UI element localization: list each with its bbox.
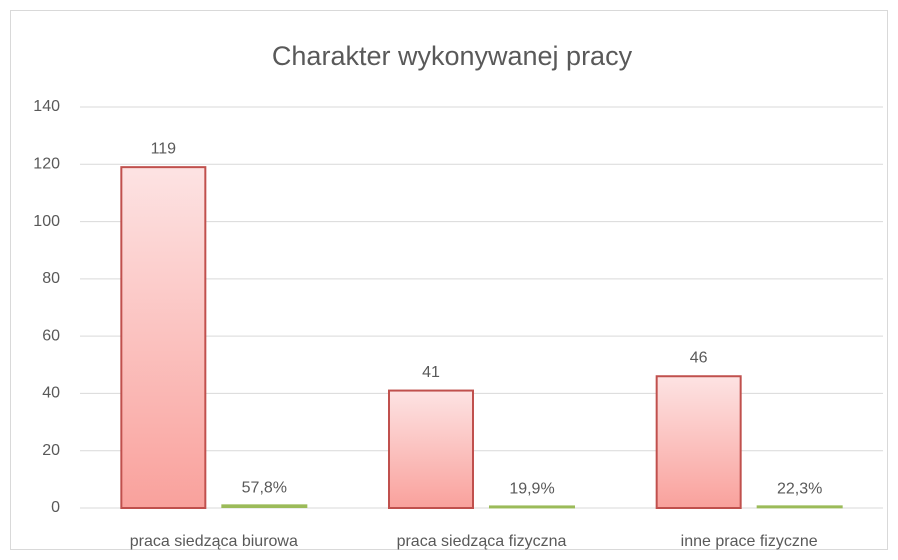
y-tick-label: 100 — [33, 213, 60, 230]
y-tick-label: 80 — [42, 270, 60, 287]
bar — [221, 504, 308, 509]
x-tick-label: praca siedząca fizyczna — [397, 533, 567, 550]
y-tick-label: 120 — [33, 156, 60, 173]
y-tick-label: 60 — [42, 327, 60, 344]
value-label: 22,3% — [777, 481, 822, 498]
y-tick-label: 40 — [42, 385, 60, 402]
value-label: 57,8% — [242, 480, 287, 497]
value-label: 119 — [151, 140, 177, 157]
bar — [756, 505, 843, 509]
bar — [489, 505, 575, 509]
y-tick-label: 140 — [33, 98, 60, 115]
y-tick-label: 0 — [51, 499, 60, 516]
value-label: 46 — [690, 349, 708, 366]
bar — [655, 375, 742, 509]
y-tick-label: 20 — [42, 442, 60, 459]
bar — [388, 389, 474, 510]
bar — [120, 166, 207, 509]
chart-title: Charakter wykonywanej pracy — [272, 41, 633, 71]
x-tick-label: inne prace fizyczne — [681, 533, 818, 550]
value-label: 19,9% — [509, 481, 554, 498]
value-label: 41 — [422, 364, 440, 381]
x-tick-label: praca siedząca biurowa — [130, 533, 298, 550]
